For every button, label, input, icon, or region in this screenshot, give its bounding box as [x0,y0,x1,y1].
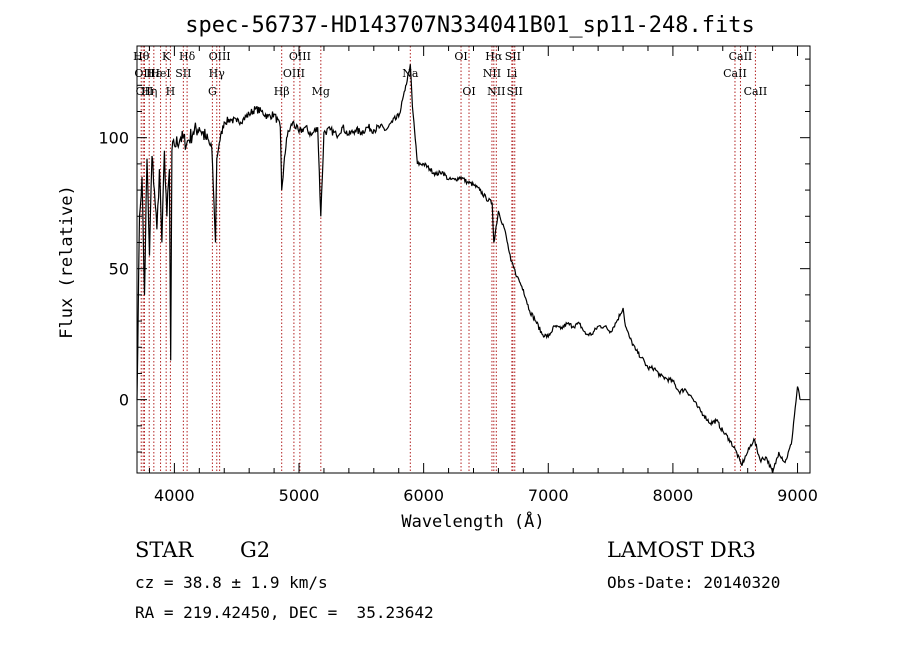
spectral-line-label: OII [134,67,152,80]
y-axis-ticks: 0 50 100 [98,58,810,453]
x-tick-label: 9000 [777,486,818,505]
spectral-line-label: Li [506,67,517,80]
spectral-line-label: CaII [729,50,753,63]
spectral-line-label: NII [483,67,501,80]
y-tick-label: 100 [98,129,129,148]
spectral-line-labels: HθOIIOIIHηHεHeIKHSIIHδGHγOIIIHβOIIIOIIIM… [133,50,767,98]
y-tick-label: 0 [119,391,129,410]
spectral-line-label: Hδ [179,50,196,63]
spectral-line-label: CaII [744,85,768,98]
x-tick-label: 5000 [279,486,320,505]
spectral-line-label: SII [505,50,521,63]
spectral-line-label: OIII [289,50,311,63]
survey-name: LAMOST DR3 [607,538,756,562]
spectral-line-label: SII [175,67,191,80]
spectral-line-label: G [208,85,217,98]
spectral-line-label: NII [487,85,505,98]
spectral-line-label: Hθ [133,50,150,63]
spectral-line-label: Hγ [209,67,226,80]
x-tick-label: 6000 [403,486,444,505]
spectral-line-label: Hη [141,85,157,98]
observation-date: Obs-Date: 20140320 [607,573,781,592]
spectral-line-label: Hα [485,50,503,63]
x-tick-label: 4000 [154,486,195,505]
spectrum-line [136,64,801,474]
spectral-line-label: OI [454,50,467,63]
spectral-line-label: SII [507,85,523,98]
redshift-cz: cz = 38.8 ± 1.9 km/s [135,573,328,592]
spectral-line-label: Mg [312,85,330,98]
spectral-line-label: H [166,85,176,98]
spectral-line-label: OIII [209,50,231,63]
x-tick-label: 7000 [528,486,569,505]
spectral-line-label: HeI [150,67,170,80]
spectral-line-markers [140,46,756,473]
x-axis-ticks: 4000 5000 6000 7000 8000 9000 [148,46,818,505]
x-tick-label: 8000 [653,486,694,505]
spectral-line-label: OII [136,85,154,98]
chart-title: spec-56737-HD143707N334041B01_sp11-248.f… [185,13,755,38]
spectral-line-label: CaII [723,67,747,80]
spectral-subclass: G2 [240,538,271,562]
y-tick-label: 50 [109,260,129,279]
plot-frame [136,45,811,474]
object-class: STAR [135,538,194,562]
spectral-line-label: Hβ [274,85,290,98]
spectral-line-label: K [162,50,171,63]
x-axis-label: Wavelength (Å) [401,510,544,532]
spectral-line-label: OIII [283,67,305,80]
spectral-line-label: Hε [146,67,162,80]
spectral-line-label: OI [462,85,475,98]
coordinates: RA = 219.42450, DEC = 35.23642 [135,603,434,622]
y-axis-label: Flux (relative) [57,185,77,339]
